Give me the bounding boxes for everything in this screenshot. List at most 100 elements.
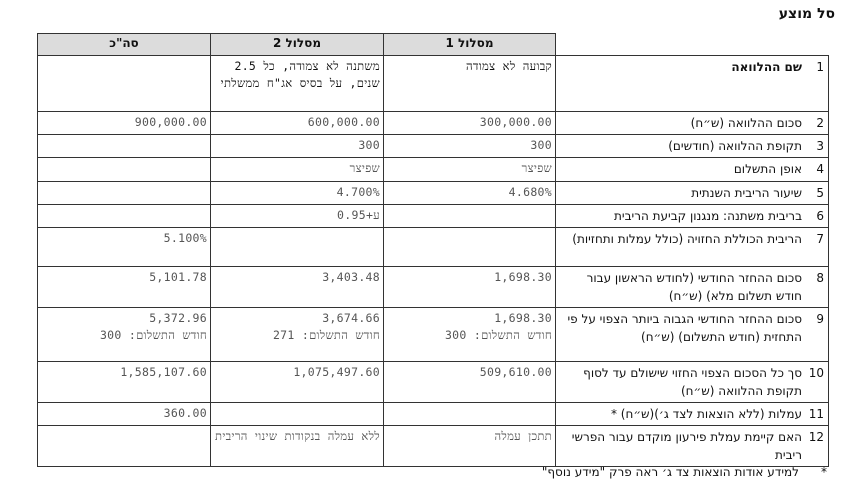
track2-cell: 4.700%	[210, 181, 384, 205]
track2-value: 600,000.00	[307, 115, 380, 129]
header-track1: מסלול 1	[383, 33, 556, 56]
table-row: 4 אופן התשלום שפיצר שפיצר	[37, 157, 829, 182]
track1-value: קבועה לא צמודה	[465, 59, 552, 73]
track2-value: משתנה לא צמודה, כל 2.5 שנים, על בסיס אג"…	[220, 59, 380, 90]
table-row: 10 סך כל הסכום הצפוי החזוי שישולם עד לסוף…	[37, 361, 829, 403]
track2-cell	[210, 227, 384, 267]
track2-value: 4.700%	[336, 185, 380, 199]
total-cell	[37, 134, 211, 158]
track2-cell: 3,403.48	[210, 266, 384, 308]
total-value: 1,585,107.60	[120, 365, 207, 379]
footnote-text: למידע אודות הוצאות צד ג׳ ראה פרק "מידע נ…	[541, 465, 799, 479]
total-cell: 1,585,107.60	[37, 361, 211, 403]
track2-cell: 600,000.00	[210, 111, 384, 135]
track2-value: ללא עמלה בנקודות שינוי הריבית	[215, 429, 380, 443]
row-label-cell: 3 תקופת ההלוואה (חודשים)	[555, 134, 829, 158]
track2-cell: 300	[210, 134, 384, 158]
table-row: 8 סכום ההחזר החודשי (לחודש הראשון עבור חו…	[37, 266, 829, 308]
header-blank	[555, 33, 829, 56]
total-cell: 5,372.96 חודש התשלום: 300	[37, 307, 211, 362]
track1-cell: 300	[383, 134, 556, 158]
row-label: סכום ההלוואה (ש״ח)	[690, 116, 802, 130]
table-row: 5 שיעור הריבית השנתית 4.680% 4.700%	[37, 181, 829, 205]
track2-value: ע+0.95	[337, 208, 380, 222]
row-number: 9	[816, 312, 824, 326]
total-cell	[37, 181, 211, 205]
table-row: 2 סכום ההלוואה (ש״ח) 300,000.00 600,000.00 9…	[37, 111, 829, 135]
track1-cell: 4.680%	[383, 181, 556, 205]
total-value: 360.00	[163, 406, 207, 420]
row-label-cell: 10 סך כל הסכום הצפוי החזוי שישולם עד לסוף…	[555, 361, 829, 403]
row-label-cell: 2 סכום ההלוואה (ש״ח)	[555, 111, 829, 135]
table-row: 6 בריבית משתנה: מנגנון קביעת הריבית ע+0.95	[37, 204, 829, 228]
row-label-cell: 5 שיעור הריבית השנתית	[555, 181, 829, 205]
row-label-cell: 11 עמלות (ללא הוצאות לצד ג׳)(ש״ח) *	[555, 402, 829, 426]
total-cell	[37, 425, 211, 467]
row-label-cell: 12 האם קיימת עמלת פירעון מוקדם עבור הפרשי…	[555, 425, 829, 467]
track1-value: 300,000.00	[479, 115, 552, 129]
track1-value: תתכן עמלה	[494, 429, 552, 443]
row-number: 8	[816, 271, 824, 285]
track1-cell: 300,000.00	[383, 111, 556, 135]
table-row: 3 תקופת ההלוואה (חודשים) 300 300	[37, 134, 829, 158]
total-cell: 900,000.00	[37, 111, 211, 135]
row-label: סך כל הסכום הצפוי החזוי שישולם עד לסוף ת…	[583, 366, 802, 398]
row-label-cell: 9 סכום ההחזר החודשי הגבוה ביותר הצפוי על …	[555, 307, 829, 362]
total-value: 5,372.96	[149, 311, 207, 325]
track2-value: 1,075,497.60	[293, 365, 380, 379]
track1-value: 509,610.00	[479, 365, 552, 379]
row-label: סכום ההחזר החודשי (לחודש הראשון עבור חוד…	[586, 271, 802, 303]
row-label: אופן התשלום	[733, 162, 802, 176]
header-total: סה"כ	[37, 33, 211, 56]
row-number: 2	[816, 116, 824, 130]
header-row: מסלול 1 מסלול 2 סה"כ	[37, 33, 829, 56]
track1-value: שפיצר	[521, 161, 552, 175]
row-label: סכום ההחזר החודשי הגבוה ביותר הצפוי על פ…	[567, 312, 803, 344]
row-label-cell: 4 אופן התשלום	[555, 157, 829, 182]
row-label-cell: 7 הריבית הכוללת החזויה (כולל עמלות ותחזיו…	[555, 227, 829, 267]
row-number: 11	[808, 407, 824, 421]
track1-cell	[383, 402, 556, 426]
total-cell	[37, 55, 211, 112]
total-payment-month: חודש התשלום: 300	[99, 328, 207, 342]
table-row: 7 הריבית הכוללת החזויה (כולל עמלות ותחזיו…	[37, 227, 829, 267]
table-row: 1 שם ההלוואה קבועה לא צמודה משתנה לא צמודה,…	[37, 55, 829, 112]
track2-cell	[210, 402, 384, 426]
table-row: 9 סכום ההחזר החודשי הגבוה ביותר הצפוי על …	[37, 307, 829, 362]
track1-payment-month: חודש התשלום: 300	[444, 328, 552, 342]
total-cell: 5.100%	[37, 227, 211, 267]
track1-cell: 509,610.00	[383, 361, 556, 403]
row-number: 5	[816, 186, 824, 200]
track2-value: 3,403.48	[322, 270, 380, 284]
table-row: 12 האם קיימת עמלת פירעון מוקדם עבור הפרשי…	[37, 425, 829, 467]
row-label: הריבית הכוללת החזויה (כולל עמלות ותחזיות…	[572, 232, 802, 246]
row-label: שיעור הריבית השנתית	[691, 186, 802, 200]
total-cell	[37, 204, 211, 228]
track2-cell: ע+0.95	[210, 204, 384, 228]
row-number: 4	[816, 162, 824, 176]
track1-cell: קבועה לא צמודה	[383, 55, 556, 112]
footnote-mark: *	[821, 465, 827, 479]
track2-value: שפיצר	[349, 161, 380, 175]
total-value: 900,000.00	[134, 115, 207, 129]
row-number: 3	[816, 139, 824, 153]
total-value: 5.100%	[163, 231, 207, 245]
row-label: בריבית משתנה: מנגנון קביעת הריבית	[614, 209, 802, 223]
track2-value: 3,674.66	[322, 311, 380, 325]
row-label: האם קיימת עמלת פירעון מוקדם עבור הפרשי ר…	[571, 430, 802, 462]
track2-cell: 3,674.66 חודש התשלום: 271	[210, 307, 384, 362]
header-track2: מסלול 2	[210, 33, 384, 56]
track1-cell: תתכן עמלה	[383, 425, 556, 467]
row-number: 6	[816, 209, 824, 223]
row-label-cell: 1 שם ההלוואה	[555, 55, 829, 112]
track1-value: 4.680%	[508, 185, 552, 199]
footnote: * למידע אודות הוצאות צד ג׳ ראה פרק "מידע…	[542, 465, 827, 479]
total-cell	[37, 157, 211, 182]
track2-payment-month: חודש התשלום: 271	[272, 328, 380, 342]
track2-cell: 1,075,497.60	[210, 361, 384, 403]
row-label: תקופת ההלוואה (חודשים)	[668, 139, 802, 153]
track1-cell: שפיצר	[383, 157, 556, 182]
total-value: 5,101.78	[149, 270, 207, 284]
total-cell: 360.00	[37, 402, 211, 426]
track1-value: 300	[530, 138, 552, 152]
